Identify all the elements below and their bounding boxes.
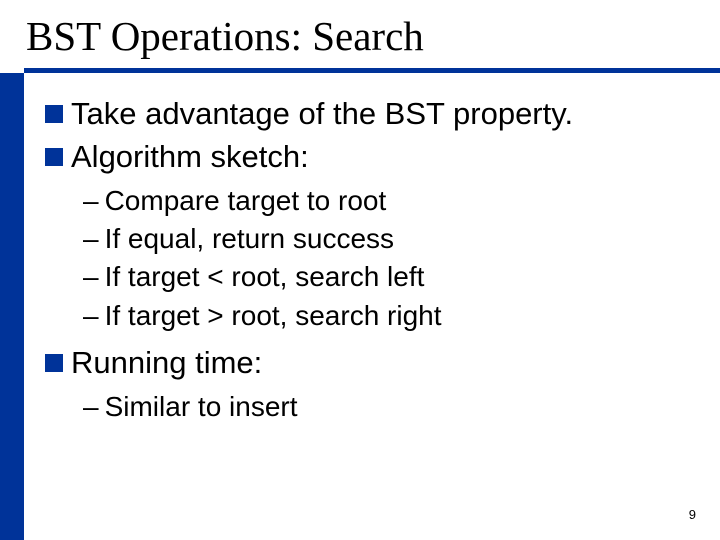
left-accent-bar [0, 73, 24, 540]
dash-bullet-icon: – [83, 389, 99, 425]
sub-text: If target > root, search right [105, 298, 442, 334]
sub-item: – Similar to insert [83, 389, 700, 425]
algorithm-sublist: – Compare target to root – If equal, ret… [83, 183, 700, 335]
running-sublist: – Similar to insert [83, 389, 700, 425]
slide-title: BST Operations: Search [26, 12, 424, 60]
sub-text: Similar to insert [105, 389, 298, 425]
bullet-item: Take advantage of the BST property. [45, 95, 700, 134]
page-number: 9 [689, 507, 696, 522]
sub-item: – If target > root, search right [83, 298, 700, 334]
dash-bullet-icon: – [83, 259, 99, 295]
sub-item: – Compare target to root [83, 183, 700, 219]
square-bullet-icon [45, 105, 63, 123]
dash-bullet-icon: – [83, 183, 99, 219]
content-area: Take advantage of the BST property. Algo… [45, 95, 700, 435]
sub-text: If equal, return success [105, 221, 394, 257]
bullet-text: Running time: [71, 344, 262, 383]
bullet-item: Running time: [45, 344, 700, 383]
square-bullet-icon [45, 354, 63, 372]
square-bullet-icon [45, 148, 63, 166]
bullet-text: Algorithm sketch: [71, 138, 309, 177]
sub-item: – If target < root, search left [83, 259, 700, 295]
sub-text: If target < root, search left [105, 259, 425, 295]
dash-bullet-icon: – [83, 298, 99, 334]
title-underline [24, 68, 720, 73]
sub-text: Compare target to root [105, 183, 387, 219]
dash-bullet-icon: – [83, 221, 99, 257]
bullet-text: Take advantage of the BST property. [71, 95, 573, 134]
sub-item: – If equal, return success [83, 221, 700, 257]
bullet-item: Algorithm sketch: [45, 138, 700, 177]
